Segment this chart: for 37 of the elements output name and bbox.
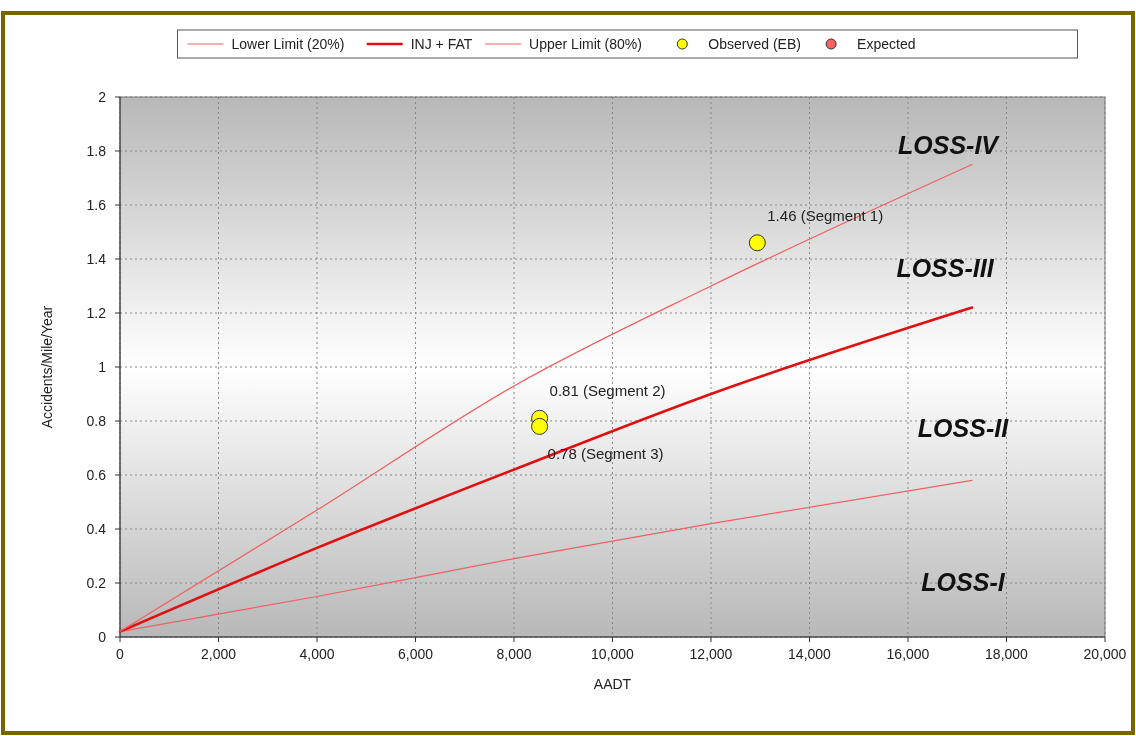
x-tick-label: 20,000 <box>1083 646 1127 662</box>
x-tick-label: 2,000 <box>200 646 237 662</box>
legend-label: INJ + FAT <box>410 36 473 52</box>
y-tick-label: 0 <box>98 629 107 645</box>
y-tick-label: 1.6 <box>86 197 107 213</box>
x-tick-label: 18,000 <box>985 646 1029 662</box>
legend-label: Upper Limit (80%) <box>529 36 642 52</box>
x-tick-label: 8,000 <box>496 646 532 662</box>
x-tick-label: 4,000 <box>299 646 335 662</box>
legend-label: Lower Limit (20%) <box>231 36 345 52</box>
x-tick-label: 10,000 <box>591 646 635 662</box>
y-tick-label: 1.2 <box>86 305 107 321</box>
x-tick-label: 16,000 <box>886 646 930 662</box>
x-axis-title: AADT <box>593 676 632 692</box>
legend-label: Expected <box>857 36 916 52</box>
point <box>531 417 549 435</box>
y-tick-label: 0.4 <box>86 521 107 537</box>
data-label: 0.81 (Segment 2) <box>549 382 666 400</box>
point <box>748 234 766 252</box>
y-axis-title: Accidents/Mile/Year <box>39 305 55 429</box>
annotation: LOSS-III <box>896 254 995 282</box>
x-tick-label: 6,000 <box>397 646 434 662</box>
y-tick-label: 1 <box>98 359 107 375</box>
y-tick-label: 0.8 <box>86 413 107 429</box>
annotation: LOSS-IV <box>897 131 1001 159</box>
y-tick-label: 1.8 <box>86 143 107 159</box>
x-tick-label: 0 <box>116 646 125 662</box>
legend-label: Observed (EB) <box>708 36 801 52</box>
y-tick-label: 1.4 <box>86 251 107 267</box>
y-tick-label: 0.2 <box>86 575 107 591</box>
annotation: LOSS-I <box>921 568 1006 596</box>
x-tick-label: 14,000 <box>788 646 832 662</box>
x-tick-label: 12,000 <box>689 646 733 662</box>
annotation: LOSS-II <box>917 414 1010 442</box>
y-tick-label: 2 <box>98 89 107 105</box>
data-label: 1.46 (Segment 1) <box>767 206 884 224</box>
y-tick-label: 0.6 <box>86 467 107 483</box>
